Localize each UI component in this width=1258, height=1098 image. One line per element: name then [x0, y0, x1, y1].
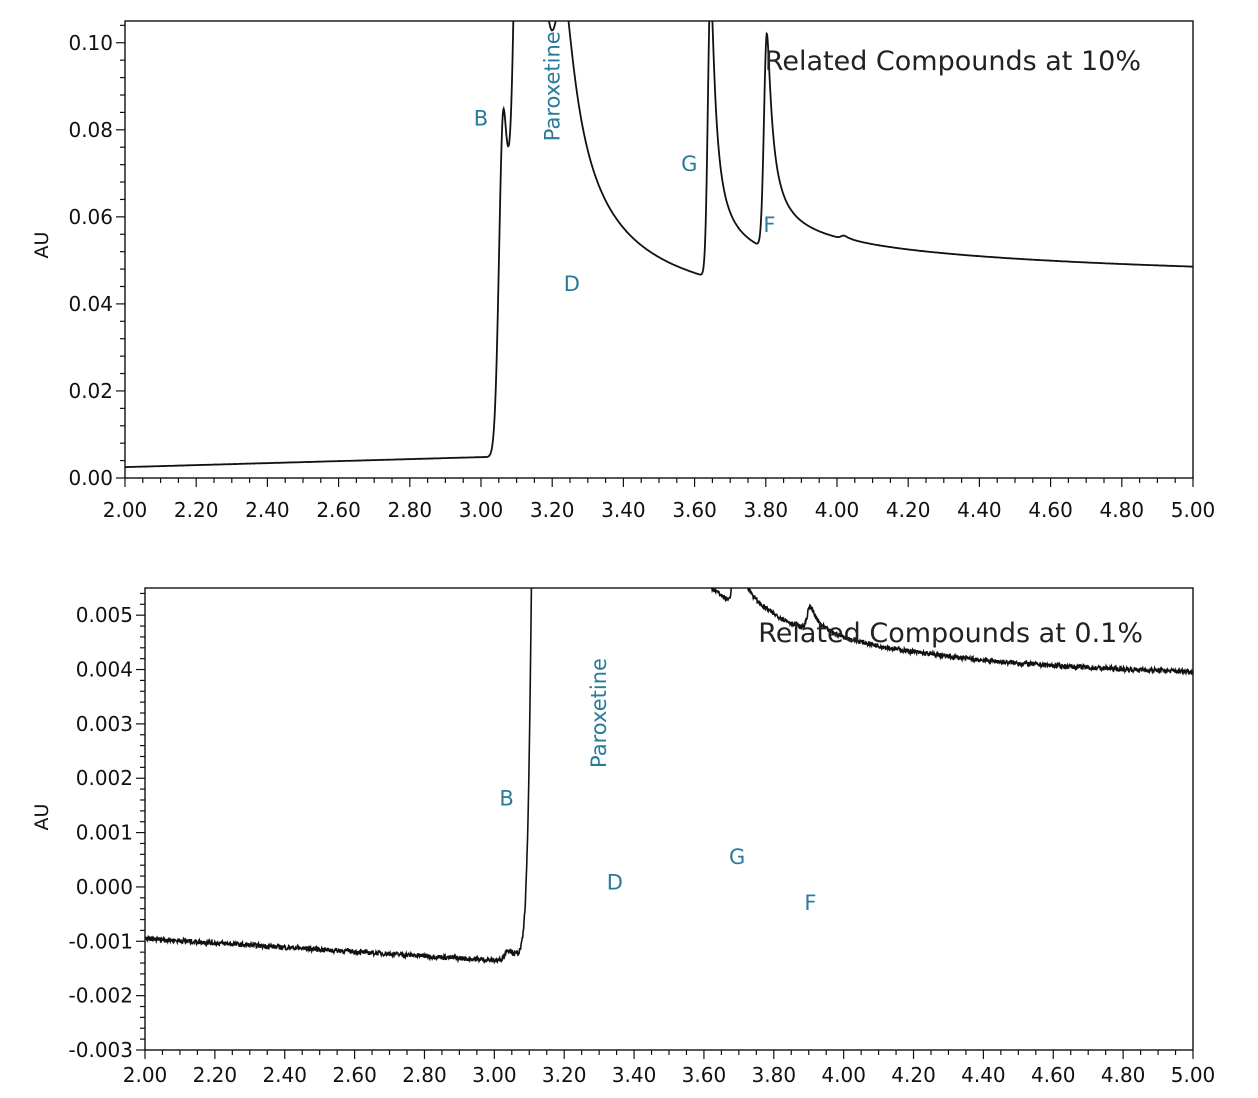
x-tick-label: 4.00: [821, 1063, 866, 1087]
chart-panel-2: 2.00 2.20 2.40 2.60 2.80 3.00 3.20 3.40 3.60 3.80…: [31, 587, 1216, 1087]
x-tick-label: 3.20: [542, 1063, 587, 1087]
y-tick-label: 0.003: [76, 712, 133, 736]
peak-label-g: G: [729, 845, 745, 869]
peak-label-paroxetine: Paroxetine: [587, 658, 611, 768]
y-tick-label: 0.08: [68, 118, 113, 142]
x-tick-label: 4.80: [1101, 1063, 1146, 1087]
chromatogram-trace: [125, 21, 1193, 469]
x-tick-label: 4.40: [957, 498, 1002, 522]
y-tick-label: 0.10: [68, 31, 113, 55]
x-tick-label: 3.20: [530, 498, 575, 522]
peak-label-b: B: [474, 106, 488, 130]
x-tick-label: 3.00: [472, 1063, 517, 1087]
y-tick-label: 0.06: [68, 205, 113, 229]
y-tick-label: 0.001: [76, 821, 133, 845]
peak-label-d: D: [564, 272, 580, 296]
x-tick-label: 3.60: [682, 1063, 727, 1087]
x-tick-label: 4.60: [1031, 1063, 1076, 1087]
chart-panel-1: 2.00 2.20 2.40 2.60 2.80 3.00 3.20 3.40 3.60 3.80…: [31, 20, 1216, 522]
x-tick-label: 2.00: [103, 498, 148, 522]
y-tick-label: -0.002: [69, 984, 133, 1008]
x-tick-label: 4.40: [961, 1063, 1006, 1087]
y-tick-label: 0.002: [76, 766, 133, 790]
x-tick-label: 4.60: [1028, 498, 1073, 522]
chromatogram-trace: [145, 588, 1193, 965]
y-tick-label: 0.02: [68, 379, 113, 403]
chart-title: Related Compounds at 10%: [765, 46, 1141, 77]
x-tick-label: 4.20: [891, 1063, 936, 1087]
x-tick-label: 5.00: [1171, 1063, 1216, 1087]
x-tick-label: 4.00: [815, 498, 860, 522]
x-tick-label: 3.00: [459, 498, 504, 522]
x-tick-label: 3.40: [601, 498, 646, 522]
x-tick-label: 2.20: [193, 1063, 238, 1087]
x-tick-label: 3.40: [612, 1063, 657, 1087]
x-tick-label: 2.00: [123, 1063, 168, 1087]
x-tick-label: 2.80: [402, 1063, 447, 1087]
y-tick-label: 0.000: [76, 875, 133, 899]
plot-frame: [144, 587, 1194, 1051]
x-tick-label: 2.40: [245, 498, 290, 522]
peak-label-f: F: [763, 213, 775, 237]
y-tick-label: 0.004: [76, 658, 133, 682]
y-tick-label: 0.04: [68, 292, 113, 316]
y-axis-label: AU: [31, 804, 53, 831]
y-tick-label: 0.00: [68, 466, 113, 490]
x-tick-label: 3.80: [752, 1063, 797, 1087]
x-tick-label: 5.00: [1171, 498, 1216, 522]
x-tick-label: 2.60: [332, 1063, 377, 1087]
plot-frame: [124, 20, 1194, 479]
x-tick-label: 2.80: [388, 498, 433, 522]
peak-label-b: B: [499, 786, 513, 810]
x-tick-label: 2.40: [262, 1063, 307, 1087]
y-tick-label: 0.005: [76, 603, 133, 627]
y-tick-label: -0.003: [69, 1038, 133, 1062]
x-tick-label: 3.60: [672, 498, 717, 522]
x-tick-label: 3.80: [744, 498, 789, 522]
peak-label-g: G: [681, 152, 697, 176]
peak-label-paroxetine: Paroxetine: [540, 31, 564, 141]
y-tick-label: -0.001: [69, 929, 133, 953]
peak-label-f: F: [804, 891, 816, 915]
x-tick-label: 4.20: [886, 498, 931, 522]
x-tick-label: 2.20: [174, 498, 219, 522]
y-axis-label: AU: [31, 232, 53, 259]
x-tick-label: 2.60: [316, 498, 361, 522]
chart-title: Related Compounds at 0.1%: [758, 618, 1143, 649]
peak-label-d: D: [607, 871, 623, 895]
x-tick-label: 4.80: [1100, 498, 1145, 522]
